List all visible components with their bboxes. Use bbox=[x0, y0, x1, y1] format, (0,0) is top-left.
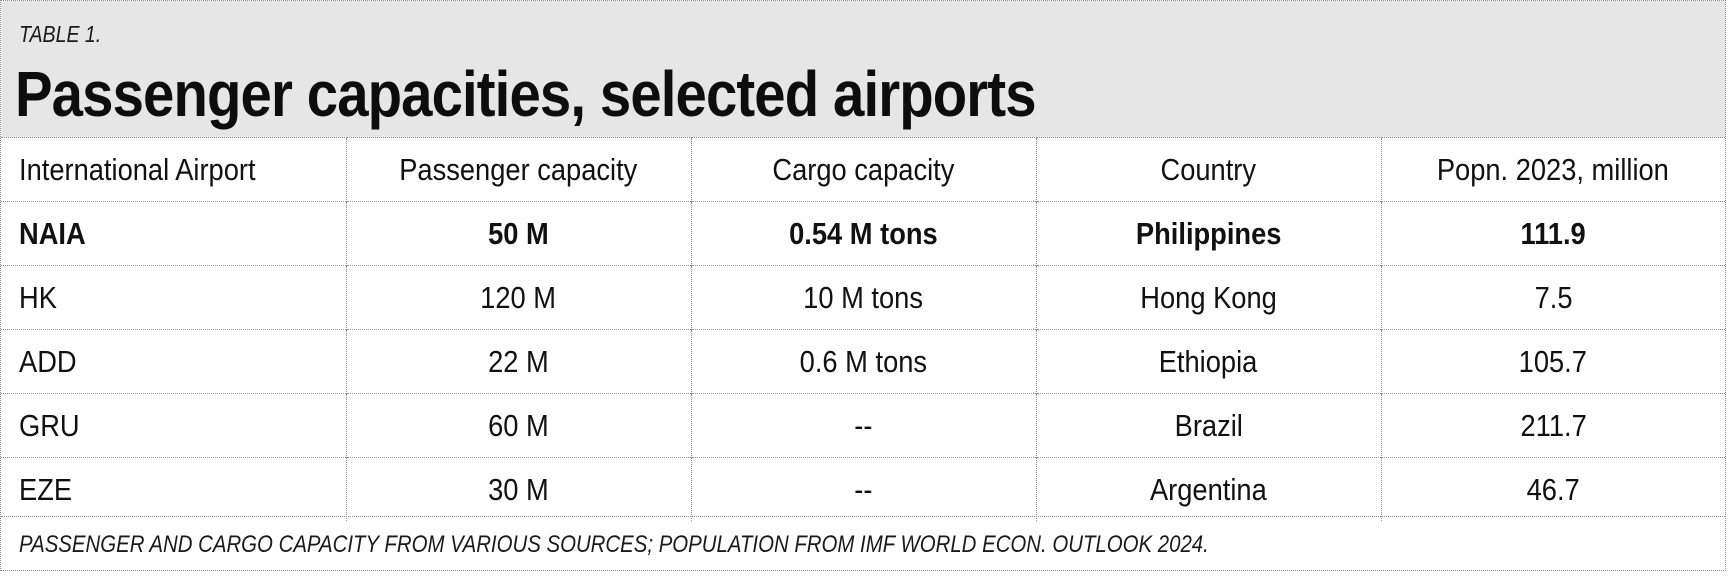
table-row-naia: NAIA 50 M 0.54 M tons Philippines 111.9 bbox=[1, 201, 1725, 266]
table-row-eze: EZE 30 M -- Argentina 46.7 bbox=[1, 457, 1725, 521]
cell-cargo-capacity: -- bbox=[690, 393, 1036, 458]
cell-country: Philippines bbox=[1035, 201, 1381, 266]
column-header-airport: International Airport bbox=[1, 137, 346, 202]
table-footnote: PASSENGER AND CARGO CAPACITY FROM VARIOU… bbox=[1, 516, 1725, 571]
cell-passenger-capacity: 50 M bbox=[345, 201, 691, 266]
table-header: TABLE 1. Passenger capacities, selected … bbox=[1, 1, 1725, 137]
cell-country: Argentina bbox=[1035, 457, 1381, 521]
cell-passenger-capacity: 30 M bbox=[345, 457, 691, 521]
cell-cargo-capacity: 0.54 M tons bbox=[690, 201, 1036, 266]
cell-population: 211.7 bbox=[1380, 393, 1725, 458]
column-header-population: Popn. 2023, million bbox=[1380, 137, 1725, 202]
cell-passenger-capacity: 60 M bbox=[345, 393, 691, 458]
cell-airport: GRU bbox=[1, 393, 346, 458]
cell-cargo-capacity: 10 M tons bbox=[690, 265, 1036, 330]
cell-country: Hong Kong bbox=[1035, 265, 1381, 330]
cell-country: Brazil bbox=[1035, 393, 1381, 458]
table-row-hk: HK 120 M 10 M tons Hong Kong 7.5 bbox=[1, 265, 1725, 330]
table-row-gru: GRU 60 M -- Brazil 211.7 bbox=[1, 393, 1725, 458]
cell-cargo-capacity: -- bbox=[690, 457, 1036, 521]
cell-airport: EZE bbox=[1, 457, 346, 521]
table-row-add: ADD 22 M 0.6 M tons Ethiopia 105.7 bbox=[1, 329, 1725, 394]
cell-cargo-capacity: 0.6 M tons bbox=[690, 329, 1036, 394]
column-header-country: Country bbox=[1035, 137, 1381, 202]
table-label: TABLE 1. bbox=[19, 21, 102, 47]
cell-airport: NAIA bbox=[1, 201, 346, 266]
table-frame: TABLE 1. Passenger capacities, selected … bbox=[0, 0, 1726, 571]
cell-population: 7.5 bbox=[1380, 265, 1725, 330]
cell-population: 105.7 bbox=[1380, 329, 1725, 394]
cell-airport: HK bbox=[1, 265, 346, 330]
column-header-passenger-capacity: Passenger capacity bbox=[345, 137, 691, 202]
cell-passenger-capacity: 120 M bbox=[345, 265, 691, 330]
cell-population: 46.7 bbox=[1380, 457, 1725, 521]
cell-population: 111.9 bbox=[1380, 201, 1725, 266]
column-header-cargo-capacity: Cargo capacity bbox=[690, 137, 1036, 202]
cell-airport: ADD bbox=[1, 329, 346, 394]
cell-passenger-capacity: 22 M bbox=[345, 329, 691, 394]
header-row: International Airport Passenger capacity… bbox=[1, 137, 1725, 202]
cell-country: Ethiopia bbox=[1035, 329, 1381, 394]
table-title: Passenger capacities, selected airports bbox=[15, 58, 1037, 130]
data-table: International Airport Passenger capacity… bbox=[1, 137, 1725, 521]
footnote-text: PASSENGER AND CARGO CAPACITY FROM VARIOU… bbox=[19, 531, 1209, 558]
